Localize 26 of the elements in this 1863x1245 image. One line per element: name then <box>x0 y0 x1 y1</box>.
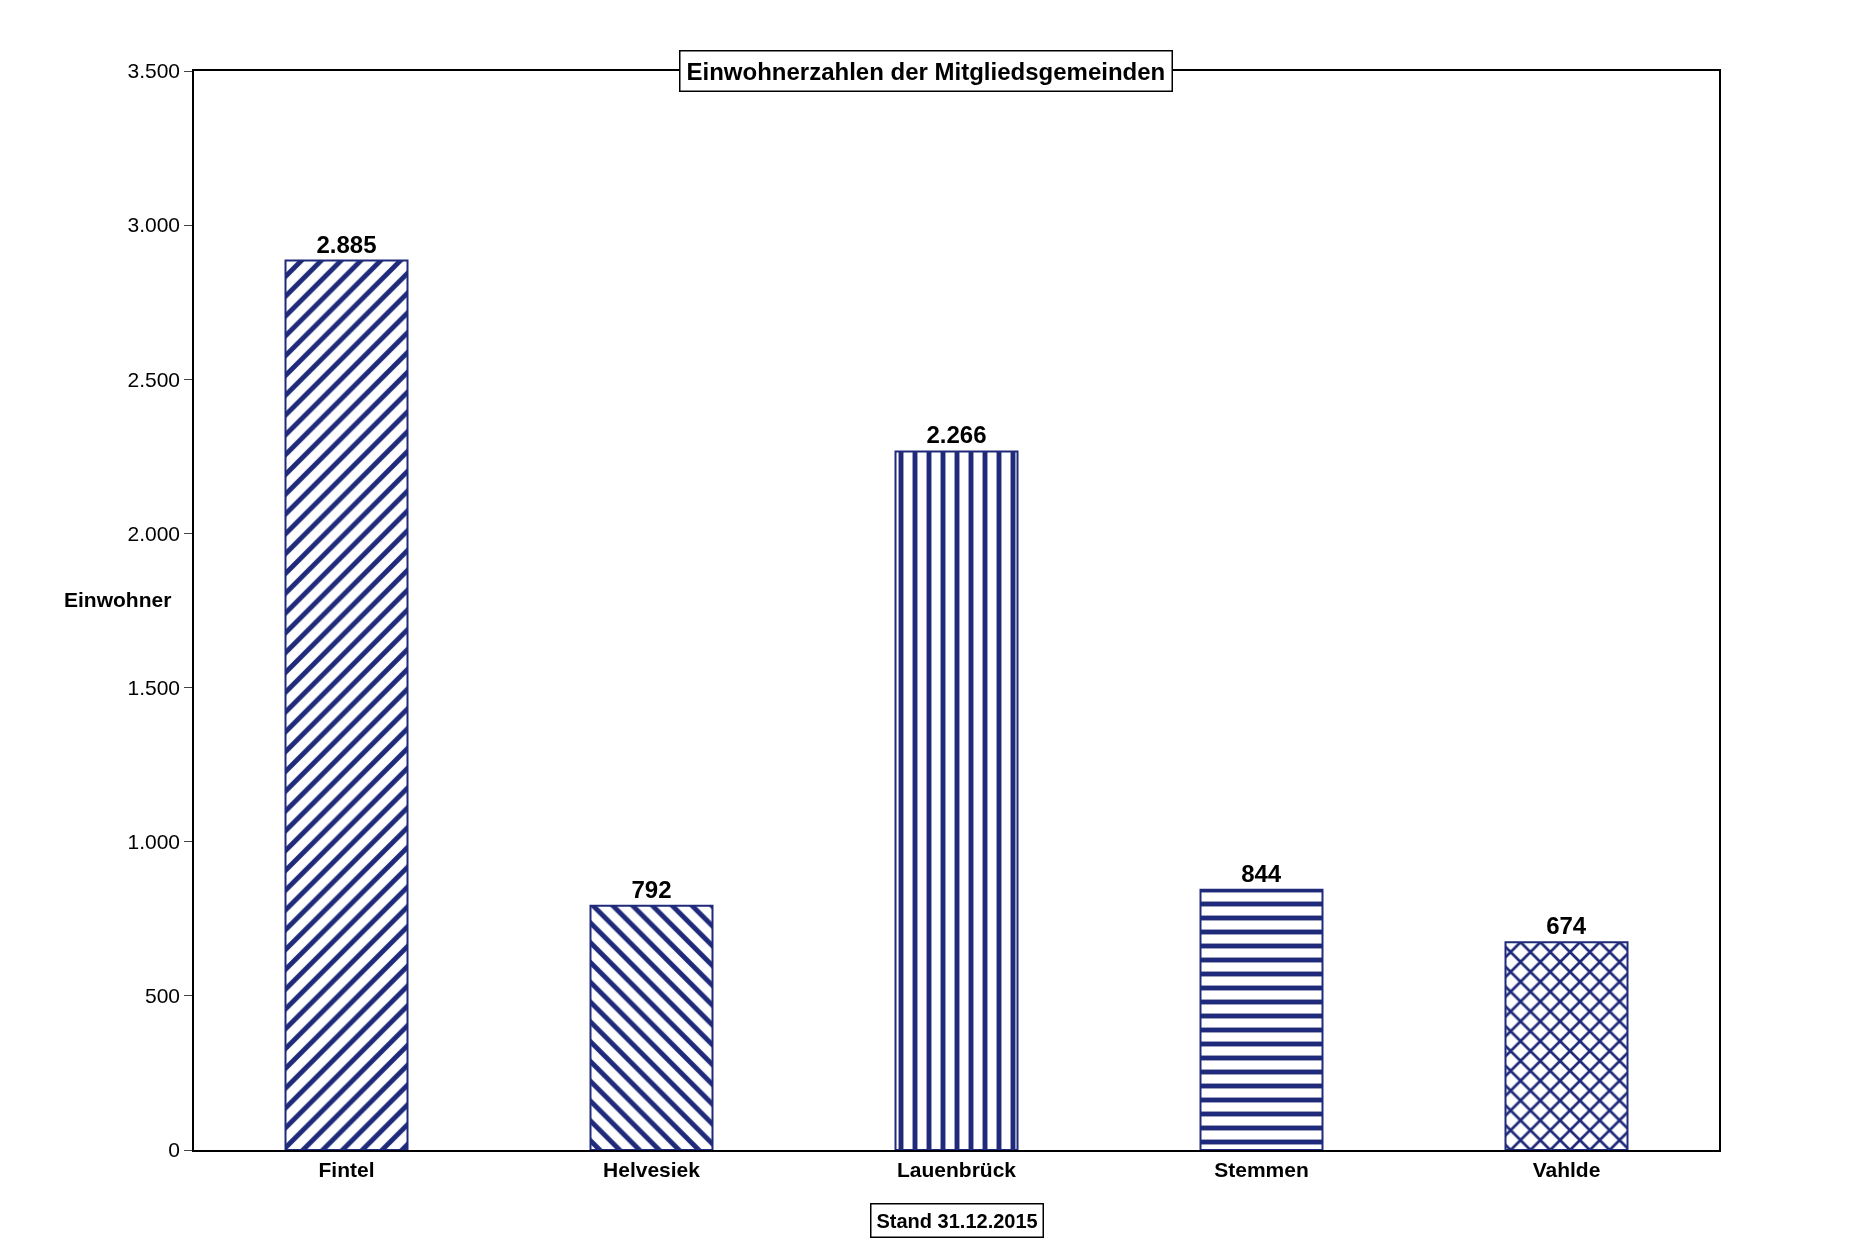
y-tick-label: 1.500 <box>127 675 181 699</box>
data-label: 2.885 <box>316 230 377 258</box>
bar <box>284 259 409 1150</box>
y-tick-label: 3.000 <box>127 213 181 237</box>
y-tick-label: 2.500 <box>127 367 181 391</box>
y-tick-label: 3.500 <box>127 59 181 83</box>
chart-title: Einwohnerzahlen der Mitgliedsgemeinden <box>686 57 1166 85</box>
y-tick-label: 1.000 <box>127 830 181 854</box>
y-axis-title: Einwohner <box>64 588 172 611</box>
y-tick-label: 2.000 <box>127 521 181 545</box>
x-tick-label: Lauenbrück <box>896 1157 1017 1181</box>
bar <box>894 450 1019 1150</box>
y-tick-label: 500 <box>145 984 181 1008</box>
data-label: 844 <box>1241 859 1282 887</box>
y-tick-label: 0 <box>168 1138 181 1162</box>
data-label: 2.266 <box>926 421 987 449</box>
data-label: 792 <box>631 875 672 903</box>
bar <box>589 904 714 1150</box>
x-tick-label: Fintel <box>318 1157 375 1181</box>
data-label: 674 <box>1546 912 1587 940</box>
x-tick-label: Stemmen <box>1214 1157 1309 1181</box>
bar <box>1199 888 1324 1150</box>
text: Stand 31.12.2015 <box>876 1209 1038 1232</box>
x-tick-label: Helvesiek <box>603 1157 701 1181</box>
bar <box>1504 941 1629 1150</box>
x-tick-label: Vahlde <box>1532 1157 1601 1181</box>
